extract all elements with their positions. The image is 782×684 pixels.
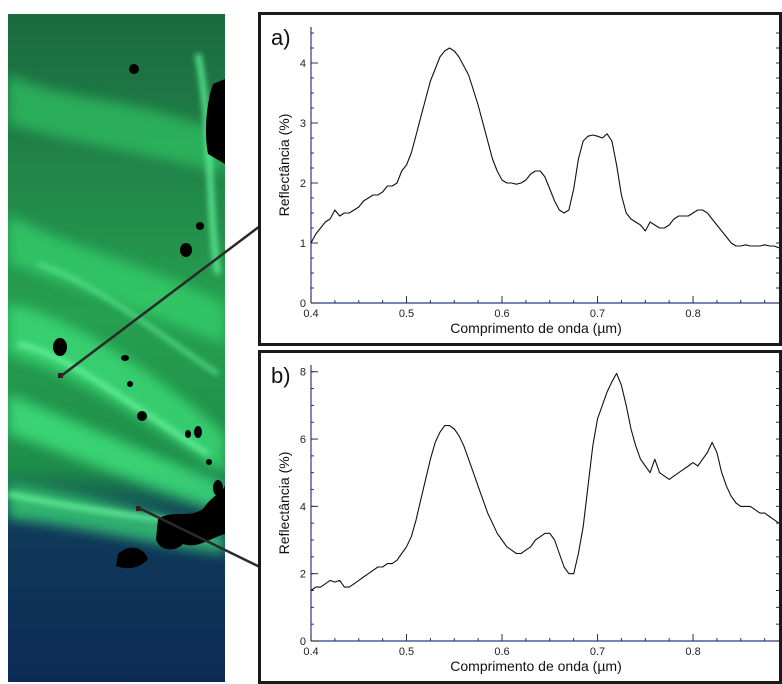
- chart-a-svg: a) 0 1 2 3 4 0.4 0.5 0.6 0.7 0.8 Comprimento de ond…: [271, 25, 779, 336]
- y-tick-label-a: 4: [300, 58, 306, 70]
- y-tick-label-a: 2: [300, 178, 306, 190]
- x-tick-label-b: 0.5: [399, 646, 414, 658]
- chart-panel-b: b) 0 2 4 6 8 0.4 0.5 0.6 0.7 0.8 Comprimento de ond…: [258, 350, 782, 684]
- y-axis-label-b: Reflectância (%): [276, 452, 292, 555]
- y-tick-label-b: 8: [300, 367, 306, 379]
- x-tick-label-a: 0.5: [399, 308, 414, 320]
- y-axis-label-a: Reflectância (%): [276, 114, 292, 217]
- series-line-b: [310, 372, 779, 591]
- x-tick-label-b: 0.8: [685, 646, 700, 658]
- x-tick-label-a: 0.7: [590, 308, 605, 320]
- y-tick-label-a: 3: [300, 118, 306, 130]
- panel-label-b: b): [271, 363, 291, 388]
- x-tick-label-a: 0.6: [494, 308, 509, 320]
- y-tick-label-a: 0: [300, 298, 306, 310]
- y-tick-label-b: 2: [300, 569, 306, 581]
- chart-panel-a: a) 0 1 2 3 4 0.4 0.5 0.6 0.7 0.8 Comprimento de ond…: [258, 12, 782, 346]
- x-tick-label-a: 0.4: [303, 308, 318, 320]
- y-tick-label-b: 6: [300, 434, 306, 446]
- panel-label-a: a): [271, 25, 291, 50]
- series-line-a: [310, 47, 779, 249]
- x-axis-label-a: Comprimento de onda (µm): [450, 320, 621, 336]
- y-tick-label-b: 0: [300, 636, 306, 648]
- x-tick-label-b: 0.7: [590, 646, 605, 658]
- x-tick-label-b: 0.6: [494, 646, 509, 658]
- x-axis-label-b: Comprimento de onda (µm): [450, 658, 621, 674]
- y-tick-label-a: 1: [300, 238, 306, 250]
- x-tick-label-a: 0.8: [685, 308, 700, 320]
- y-tick-label-b: 4: [300, 501, 306, 513]
- satellite-image: [8, 14, 225, 682]
- chart-b-svg: b) 0 2 4 6 8 0.4 0.5 0.6 0.7 0.8 Comprimento de ond…: [271, 363, 779, 674]
- x-tick-label-b: 0.4: [303, 646, 318, 658]
